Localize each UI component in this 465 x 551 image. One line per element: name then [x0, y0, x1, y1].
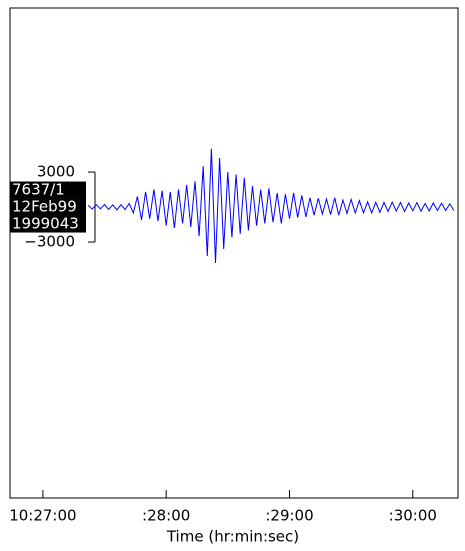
trace-label: 7637/1 — [12, 181, 65, 199]
trace-label-box — [10, 181, 86, 199]
trace-label: 1999043 — [12, 215, 79, 233]
waveform — [87, 148, 455, 264]
x-axis-label: Time (hr:min:sec) — [166, 528, 299, 546]
trace-label-box — [10, 198, 86, 216]
x-tick-label: :29:00 — [265, 507, 313, 525]
x-tick-label: :30:00 — [389, 507, 437, 525]
trace-label: 12Feb99 — [12, 198, 77, 216]
x-tick-label: :28:00 — [142, 507, 190, 525]
y-tick-label: −3000 — [24, 233, 75, 251]
trace-label-box — [10, 215, 86, 233]
x-tick-label: 10:27:00 — [9, 507, 76, 525]
plot-frame — [9, 7, 459, 499]
y-tick-label: 3000 — [37, 163, 75, 181]
